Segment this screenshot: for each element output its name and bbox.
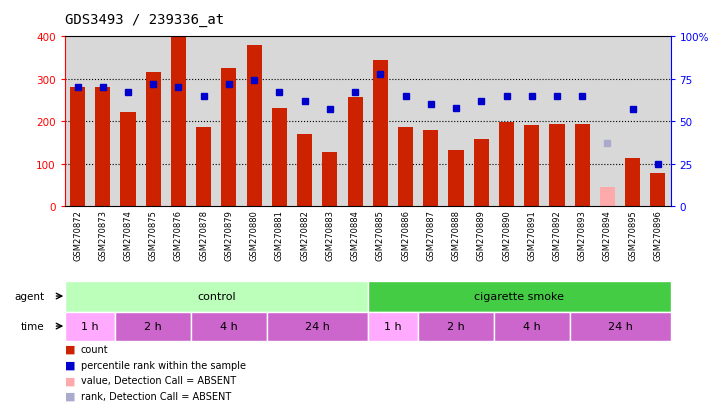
Bar [348, 97, 363, 206]
Text: 4 h: 4 h [523, 321, 541, 331]
Bar [418, 312, 494, 341]
Bar [474, 140, 489, 206]
Bar [570, 312, 671, 341]
Text: GDS3493 / 239336_at: GDS3493 / 239336_at [65, 13, 224, 27]
Bar [524, 126, 539, 206]
Text: agent: agent [14, 291, 45, 301]
Bar [171, 37, 186, 206]
Text: value, Detection Call = ABSENT: value, Detection Call = ABSENT [81, 375, 236, 385]
Bar [146, 73, 161, 206]
Bar [65, 281, 368, 312]
Bar [368, 281, 671, 312]
Bar [368, 312, 418, 341]
Text: control: control [197, 291, 236, 301]
Bar [297, 135, 312, 206]
Text: 24 h: 24 h [608, 321, 632, 331]
Text: 2 h: 2 h [144, 321, 162, 331]
Text: 1 h: 1 h [81, 321, 99, 331]
Text: 24 h: 24 h [305, 321, 329, 331]
Text: percentile rank within the sample: percentile rank within the sample [81, 360, 246, 370]
Text: 4 h: 4 h [220, 321, 238, 331]
Text: rank, Detection Call = ABSENT: rank, Detection Call = ABSENT [81, 391, 231, 401]
Bar [373, 60, 388, 206]
Bar [247, 46, 262, 206]
Bar [549, 125, 565, 206]
Text: 2 h: 2 h [447, 321, 465, 331]
Bar [115, 312, 191, 341]
Bar [196, 128, 211, 206]
Bar [494, 312, 570, 341]
Text: 1 h: 1 h [384, 321, 402, 331]
Bar [221, 69, 236, 206]
Bar [65, 312, 115, 341]
Text: ■: ■ [65, 360, 76, 370]
Text: ■: ■ [65, 344, 76, 354]
Text: count: count [81, 344, 108, 354]
Bar [575, 125, 590, 206]
Bar [272, 108, 287, 206]
Bar [600, 188, 615, 206]
Text: cigarette smoke: cigarette smoke [474, 291, 564, 301]
Bar [120, 112, 136, 206]
Text: ■: ■ [65, 375, 76, 385]
Bar [322, 152, 337, 206]
Bar [499, 123, 514, 206]
Bar [267, 312, 368, 341]
Bar [70, 88, 85, 206]
Bar [191, 312, 267, 341]
Bar [95, 88, 110, 206]
Bar [448, 150, 464, 206]
Text: time: time [21, 321, 45, 331]
Text: ■: ■ [65, 391, 76, 401]
Bar [625, 159, 640, 206]
Bar [650, 173, 665, 206]
Bar [423, 131, 438, 206]
Bar [398, 128, 413, 206]
